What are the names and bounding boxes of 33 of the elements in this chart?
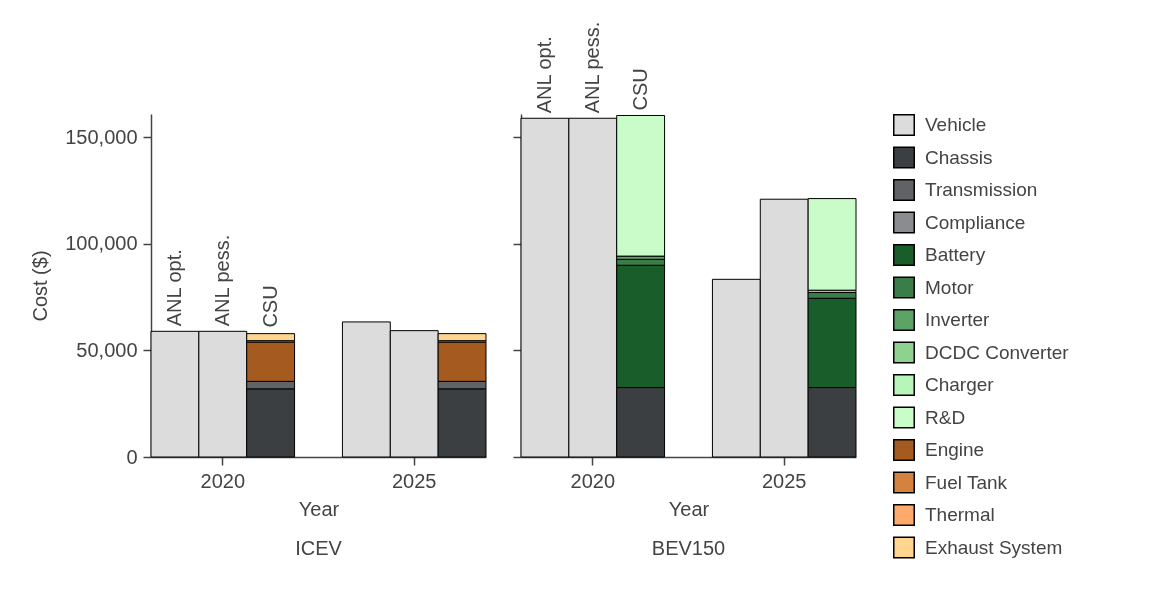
- x-axis-title: Year: [298, 497, 340, 520]
- legend-label: Chassis: [925, 146, 993, 168]
- annotation: ANL pess.: [210, 234, 233, 327]
- x-tick-label: 2020: [570, 469, 616, 492]
- legend-label: Thermal: [925, 504, 995, 525]
- legend-label: R&D: [925, 406, 966, 428]
- text: ICEV: [295, 537, 343, 559]
- y-tick-label: 150,000: [65, 125, 138, 148]
- x-tick-label: 2025: [761, 469, 807, 492]
- legend-label: Motor: [925, 276, 975, 298]
- annotation: ANL opt.: [532, 36, 555, 114]
- annotation: CSU: [628, 68, 651, 111]
- legend-label: Inverter: [925, 309, 991, 330]
- y-tick-label: 50,000: [76, 338, 138, 361]
- legend-label: Engine: [925, 439, 985, 460]
- legend-label: Transmission: [925, 179, 1038, 200]
- annotation: ANL opt.: [162, 249, 185, 327]
- legend-label: Charger: [925, 374, 995, 395]
- legend-label: DCDC Converter: [925, 341, 1070, 363]
- y-axis-title: Cost ($): [29, 250, 52, 322]
- legend-label: Battery: [925, 244, 986, 265]
- annotation: ANL pess.: [580, 21, 603, 114]
- x-axis-title: Year: [668, 497, 710, 520]
- annotation: CSU: [258, 285, 281, 328]
- x-tick-label: 2020: [200, 469, 246, 492]
- legend-label: Compliance: [925, 211, 1026, 233]
- legend-label: Vehicle: [925, 114, 987, 135]
- y-tick-label: 100,000: [65, 232, 138, 255]
- text: BEV150: [651, 537, 726, 559]
- legend-label: Exhaust System: [925, 536, 1063, 558]
- legend-label: Fuel Tank: [925, 471, 1008, 493]
- x-tick-label: 2025: [391, 469, 437, 492]
- y-tick-label: 0: [126, 445, 138, 468]
